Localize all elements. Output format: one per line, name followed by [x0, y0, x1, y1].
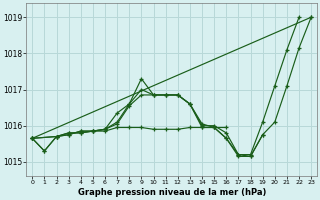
X-axis label: Graphe pression niveau de la mer (hPa): Graphe pression niveau de la mer (hPa) — [77, 188, 266, 197]
